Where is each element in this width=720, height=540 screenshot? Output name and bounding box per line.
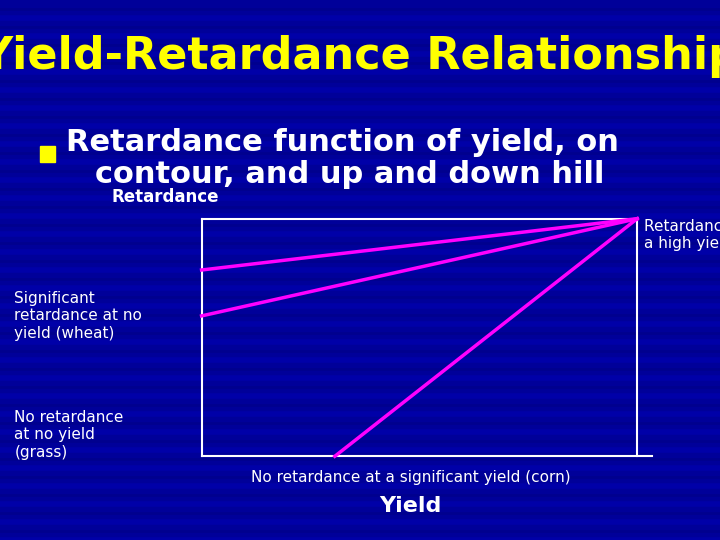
Text: Retardance: Retardance xyxy=(112,188,219,206)
Text: Retardance function of yield, on: Retardance function of yield, on xyxy=(66,127,619,157)
Text: No retardance at a significant yield (corn): No retardance at a significant yield (co… xyxy=(251,470,570,485)
Text: Yield: Yield xyxy=(379,496,441,516)
Text: Retardance at
a high yield: Retardance at a high yield xyxy=(644,219,720,251)
Text: Significant
retardance at no
yield (wheat): Significant retardance at no yield (whea… xyxy=(14,291,143,341)
Text: Yield-Retardance Relationship: Yield-Retardance Relationship xyxy=(0,35,720,78)
Text: No retardance
at no yield
(grass): No retardance at no yield (grass) xyxy=(14,410,124,460)
Bar xyxy=(40,146,55,162)
Text: contour, and up and down hill: contour, and up and down hill xyxy=(95,160,605,189)
